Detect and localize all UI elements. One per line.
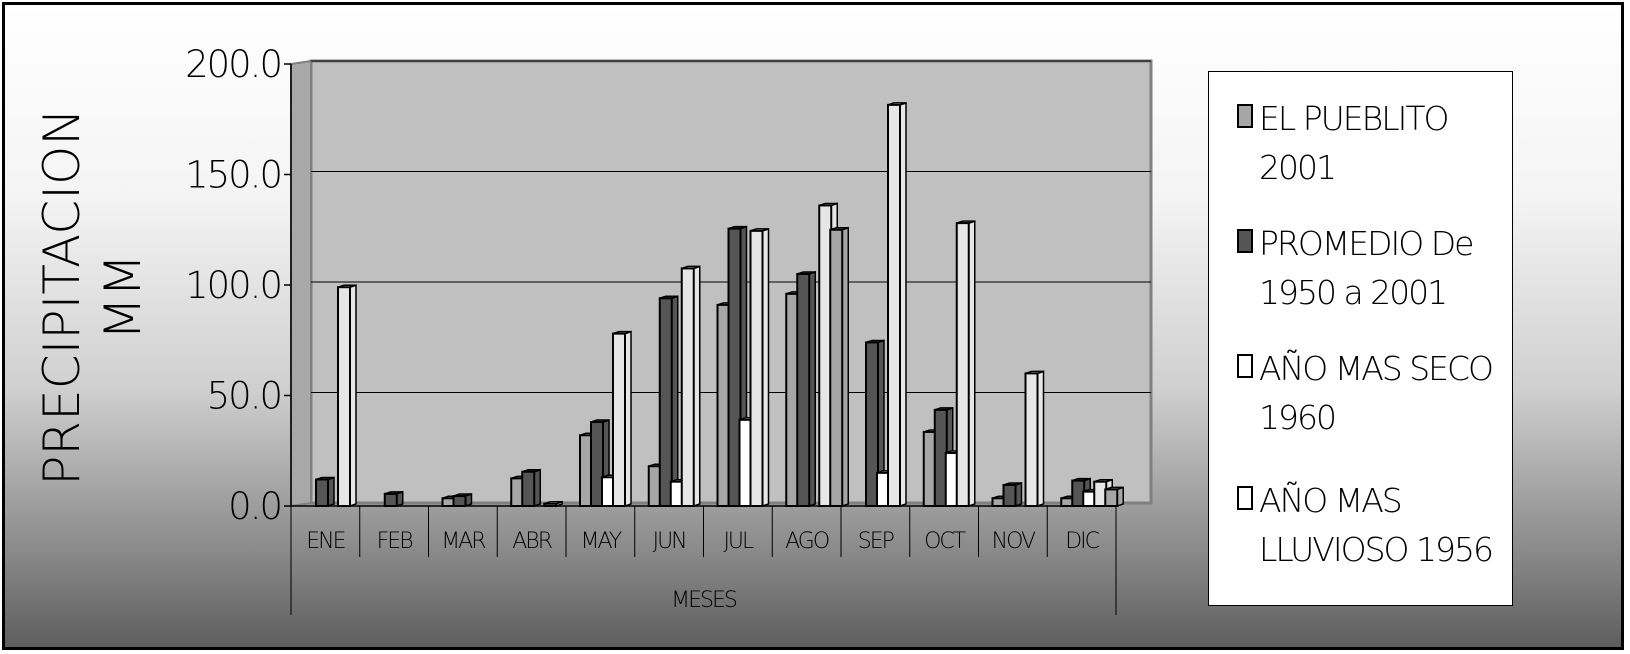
legend-item: AÑO MAS LLUVIOSO 1956 — [1237, 476, 1507, 574]
bar — [887, 103, 901, 507]
bar — [1002, 484, 1017, 508]
bar — [680, 267, 695, 507]
legend-item: AÑO MAS SECO 1960 — [1237, 344, 1507, 442]
legend: EL PUEBLITO 2001 PROMEDIO De 1950 a 2001… — [1208, 71, 1513, 606]
x-tick-label: JUN — [653, 529, 686, 554]
y-axis-title: PRECIPITACION — [33, 108, 91, 485]
bar — [1104, 488, 1119, 507]
bar — [829, 228, 844, 507]
bar — [521, 470, 536, 507]
plot-side-wall — [290, 59, 312, 508]
legend-swatch — [1237, 229, 1253, 253]
legend-item: PROMEDIO De 1950 a 2001 — [1237, 219, 1507, 317]
x-tick-label: JUL — [723, 529, 754, 554]
y-tick-label: 100.0 — [185, 264, 281, 307]
legend-label: EL PUEBLITO 2001 — [1259, 99, 1449, 187]
legend-label: AÑO MAS SECO 1960 — [1259, 349, 1494, 437]
legend-item: EL PUEBLITO 2001 — [1237, 94, 1507, 192]
x-tick-label: FEB — [377, 529, 413, 554]
legend-label: PROMEDIO De 1950 a 2001 — [1259, 224, 1474, 312]
bar — [749, 229, 764, 507]
bar — [337, 286, 351, 507]
x-tick-label: AGO — [785, 529, 829, 554]
bar — [1024, 372, 1039, 507]
x-tick-label: NOV — [992, 529, 1036, 554]
y-tick-label: 50.0 — [207, 375, 281, 418]
y-tick-label: 200.0 — [185, 43, 281, 86]
x-tick-label: SEP — [858, 529, 894, 554]
bar — [315, 478, 329, 508]
legend-swatch — [1237, 104, 1253, 128]
y-tick-label: 150.0 — [185, 154, 281, 197]
legend-label: AÑO MAS LLUVIOSO 1956 — [1259, 481, 1494, 569]
x-axis-title: MESES — [671, 588, 737, 613]
y-axis-title-unit: MM — [94, 254, 152, 340]
x-tick-label: DIC — [1065, 529, 1099, 554]
y-tick-label: 0.0 — [228, 485, 281, 528]
precipitation-chart: 0.0 50.0 100.0 150.0 200.0 ENE FEB MAR ABR MAY JUN… — [33, 43, 1153, 615]
x-tick-label: MAY — [580, 529, 621, 554]
x-tick-label: ENE — [306, 529, 344, 554]
x-tick-label: MAR — [441, 529, 486, 554]
bar — [658, 297, 673, 508]
legend-swatch — [1237, 486, 1253, 510]
bar — [383, 492, 398, 508]
bar — [955, 222, 970, 507]
bar — [452, 495, 467, 507]
x-tick-label: ABR — [512, 529, 552, 554]
x-tick-label: OCT — [924, 529, 966, 554]
legend-swatch — [1237, 354, 1253, 378]
bar — [796, 272, 811, 508]
bar — [612, 332, 626, 507]
